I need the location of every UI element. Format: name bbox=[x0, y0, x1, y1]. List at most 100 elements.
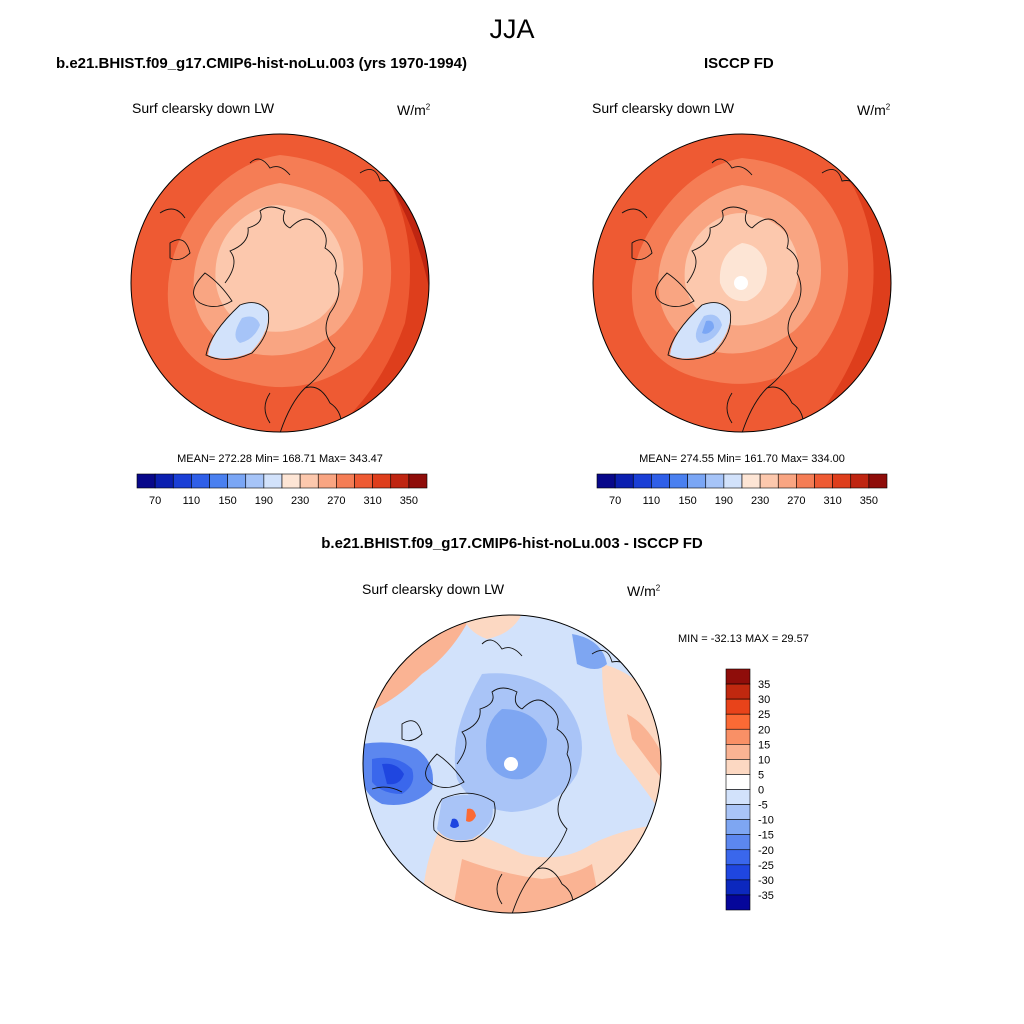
colorbar-swatch bbox=[596, 473, 616, 489]
colorbar-swatch bbox=[725, 728, 751, 745]
colorbar-tick-label: 30 bbox=[758, 694, 770, 706]
colorbar-swatch bbox=[136, 473, 156, 489]
colorbar-tick-label: 25 bbox=[758, 709, 770, 721]
colorbar-tick-label: 70 bbox=[609, 495, 621, 507]
field-warm-north bbox=[462, 615, 522, 639]
colorbar-tick-label: 230 bbox=[751, 495, 769, 507]
stats-diff: MIN = -32.13 MAX = 29.57 bbox=[678, 633, 809, 645]
colorbar-tick-label: 15 bbox=[758, 739, 770, 751]
colorbar-swatch bbox=[317, 473, 337, 489]
colorbar-swatch bbox=[154, 473, 174, 489]
variable-label-diff: Surf clearsky down LW bbox=[362, 581, 505, 597]
colorbar-swatch bbox=[669, 473, 688, 489]
colorbar-swatch bbox=[614, 473, 634, 489]
unit-label-model: W/m2 bbox=[397, 102, 431, 118]
colorbar-swatch bbox=[408, 473, 428, 489]
colorbar-tick-label: 70 bbox=[149, 495, 161, 507]
colorbar-swatch bbox=[245, 473, 265, 489]
polar-map-diff bbox=[362, 614, 662, 914]
polar-map-model bbox=[130, 133, 430, 433]
colorbar-tick-label: 150 bbox=[218, 495, 236, 507]
field-greenland-min bbox=[702, 320, 714, 334]
colorbar-swatch bbox=[725, 849, 751, 866]
colorbar-tick-label: 230 bbox=[291, 495, 309, 507]
panel-title-diff: b.e21.BHIST.f09_g17.CMIP6-hist-noLu.003 … bbox=[321, 535, 703, 552]
unit-label-obs: W/m2 bbox=[857, 102, 891, 118]
field-level-neg15 bbox=[486, 709, 547, 780]
colorbar-swatch bbox=[336, 473, 355, 489]
figure-title: JJA bbox=[489, 14, 535, 44]
colorbar-tick-label: 150 bbox=[678, 495, 696, 507]
colorbar-tick-label: 20 bbox=[758, 724, 770, 736]
colorbar-swatch bbox=[651, 473, 670, 489]
field-level-warm-edge bbox=[300, 134, 429, 432]
colorbar-tick-label: -15 bbox=[758, 830, 774, 842]
colorbar-tick-label: -30 bbox=[758, 875, 774, 887]
map-boundary bbox=[130, 133, 430, 433]
colorbar-swatch bbox=[172, 473, 192, 489]
colorbar-tick-label: 190 bbox=[715, 495, 733, 507]
map-boundary bbox=[362, 614, 662, 914]
colorbar-swatch bbox=[687, 473, 707, 489]
colorbar-tick-label: 10 bbox=[758, 754, 770, 766]
colorbar-swatch bbox=[263, 473, 283, 489]
missing-pole bbox=[504, 757, 518, 771]
field-warm-east-core bbox=[627, 714, 661, 779]
colorbar-tick-label: 110 bbox=[643, 495, 661, 507]
colorbar-tick-label: 5 bbox=[758, 769, 764, 781]
colorbar-swatch bbox=[725, 804, 751, 820]
colorbar-swatch bbox=[372, 473, 392, 489]
panel-title-model: b.e21.BHIST.f09_g17.CMIP6-hist-noLu.003 … bbox=[56, 55, 467, 72]
colorbar-tick-label: 110 bbox=[183, 495, 201, 507]
field-greenland-core bbox=[235, 316, 260, 343]
colorbar-swatch bbox=[725, 713, 751, 730]
colorbar-tick-label: 310 bbox=[823, 495, 841, 507]
field-cold-labrador-min bbox=[382, 763, 404, 785]
colorbar-tick-label: 190 bbox=[255, 495, 273, 507]
colorbar-diff: 35 30 25 20 15 10 5 0 -5 -10 -15 -20 -25 -30 -35 bbox=[725, 668, 774, 911]
variable-label-model: Surf clearsky down LW bbox=[132, 100, 275, 116]
colorbar-swatch bbox=[868, 473, 888, 489]
colorbar-tick-label: -5 bbox=[758, 800, 768, 812]
colorbar-swatch bbox=[814, 473, 833, 489]
colorbar-swatch bbox=[725, 759, 751, 775]
colorbar-swatch bbox=[796, 473, 815, 489]
colorbar-tick-label: 35 bbox=[758, 679, 770, 691]
colorbar-swatch bbox=[777, 473, 797, 489]
colorbar-swatch bbox=[209, 473, 228, 489]
colorbar-swatch bbox=[725, 834, 751, 851]
variable-label-obs: Surf clearsky down LW bbox=[592, 100, 735, 116]
colorbar-swatch bbox=[725, 879, 751, 896]
unit-label-diff: W/m2 bbox=[627, 583, 661, 599]
colorbar-model: 70 110 150 190 230 270 310 350 bbox=[136, 473, 428, 507]
colorbar-swatch bbox=[705, 473, 725, 489]
colorbar-tick-label: 270 bbox=[327, 495, 345, 507]
colorbar-swatch bbox=[725, 774, 751, 790]
colorbar-swatch bbox=[632, 473, 652, 489]
colorbar-tick-label: 310 bbox=[363, 495, 381, 507]
colorbar-obs: 70 110 150 190 230 270 310 350 bbox=[596, 473, 888, 507]
field-greenland-cold bbox=[450, 818, 459, 828]
colorbar-swatch bbox=[725, 789, 751, 805]
map-boundary bbox=[592, 133, 892, 433]
missing-pole bbox=[734, 276, 748, 290]
colorbar-swatch bbox=[741, 473, 761, 489]
field-level-pole bbox=[719, 243, 767, 302]
colorbar-tick-label: 270 bbox=[787, 495, 805, 507]
panel-title-obs: ISCCP FD bbox=[704, 55, 774, 72]
colorbar-swatch bbox=[759, 473, 779, 489]
colorbar-swatch bbox=[227, 473, 247, 489]
colorbar-swatch bbox=[725, 744, 751, 760]
colorbar-swatch bbox=[832, 473, 852, 489]
colorbar-swatch bbox=[725, 894, 751, 911]
colorbar-swatch bbox=[723, 473, 743, 489]
colorbar-swatch bbox=[191, 473, 210, 489]
field-greenland-diff bbox=[437, 795, 493, 841]
colorbar-tick-label: 0 bbox=[758, 785, 764, 797]
colorbar-tick-label: -25 bbox=[758, 860, 774, 872]
colorbar-swatch bbox=[725, 668, 751, 685]
colorbar-swatch bbox=[299, 473, 319, 489]
colorbar-tick-label: -20 bbox=[758, 845, 774, 857]
colorbar-swatch bbox=[281, 473, 301, 489]
colorbar-tick-label: -35 bbox=[758, 890, 774, 902]
